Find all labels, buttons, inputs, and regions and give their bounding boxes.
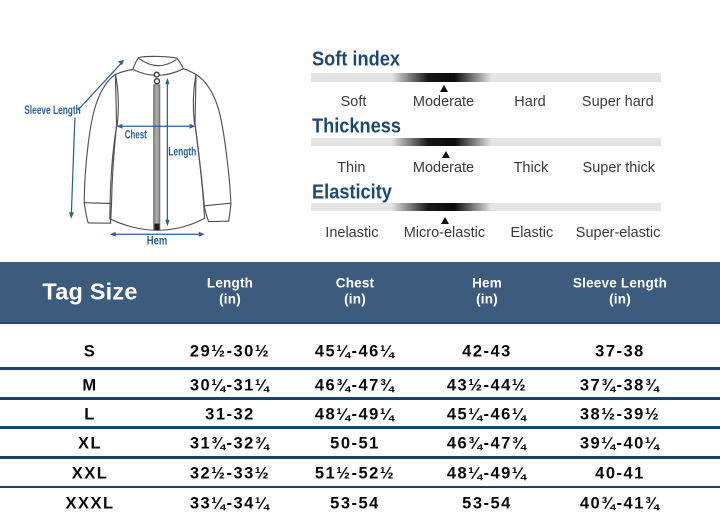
svg-text:Length: Length: [168, 144, 196, 158]
svg-text:Sleeve Length: Sleeve Length: [24, 105, 81, 117]
svg-text:Hem: Hem: [147, 234, 168, 248]
svg-text:Chest: Chest: [125, 127, 147, 141]
